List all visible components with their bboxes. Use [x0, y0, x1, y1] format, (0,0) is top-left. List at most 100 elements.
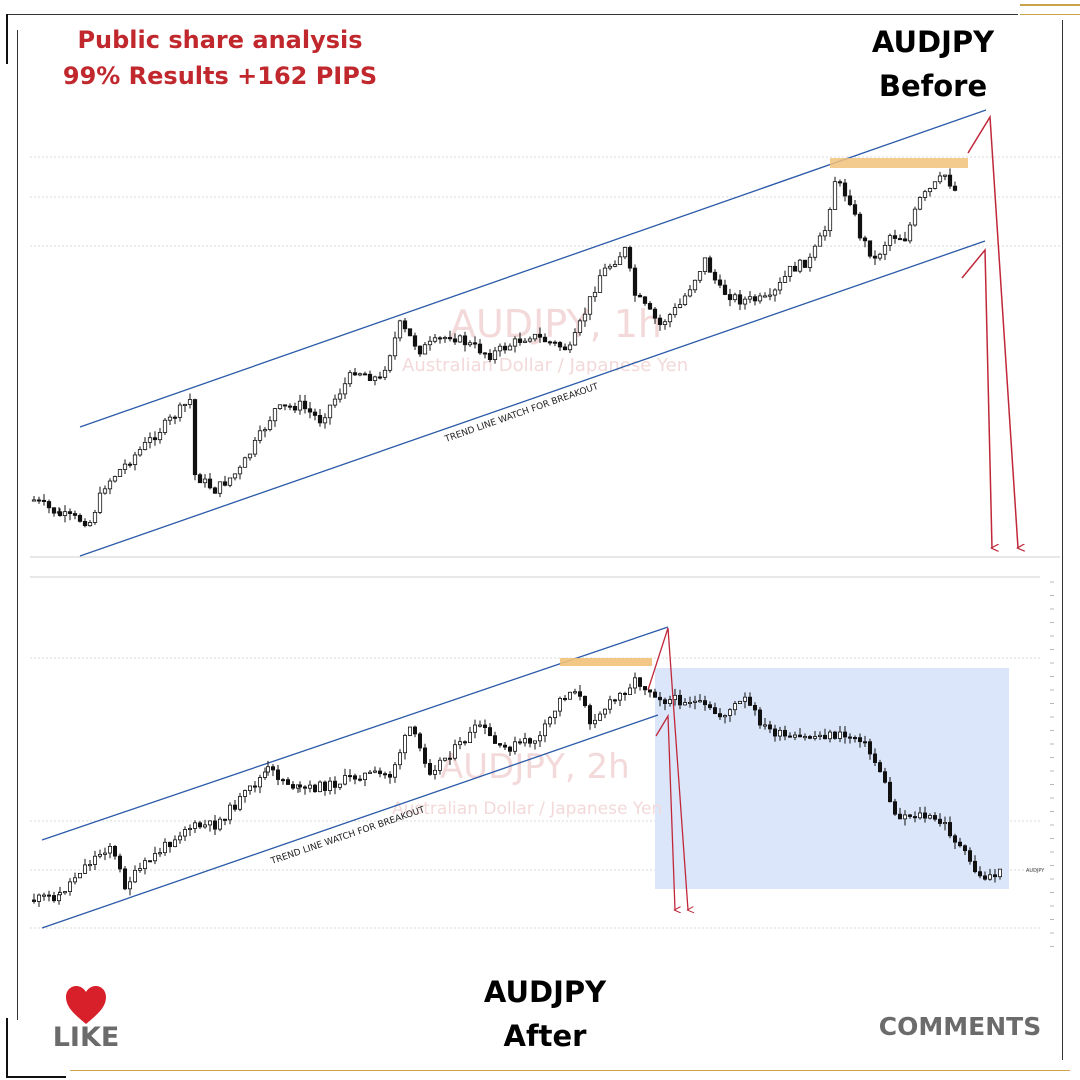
bottom-candle-body [83, 864, 88, 874]
bottom-candle-body [843, 731, 848, 738]
bottom-candle-body [558, 698, 563, 712]
frame-right-line [1062, 20, 1063, 1060]
top-candle-body [857, 213, 863, 239]
bottom-candle-body [162, 841, 167, 854]
top-candle-body [467, 342, 473, 346]
bottom-candle-body [588, 705, 593, 725]
comments-button[interactable]: COMMENTS [878, 1012, 1042, 1041]
bottom-candle-body [422, 747, 427, 764]
bottom-candle-body [467, 731, 472, 743]
bottom-candle-body [382, 773, 387, 776]
bottom-candle-body [513, 741, 518, 752]
bottom-candle-body [407, 726, 412, 736]
top-candle-body [202, 478, 208, 484]
top-arrow-2 [961, 247, 992, 548]
bottom-candle-body [888, 781, 893, 803]
bottom-candle-body [973, 860, 978, 873]
bottom-candle-body [232, 804, 237, 810]
after-label: AUDJPY After [450, 970, 640, 1058]
top-candle-body [892, 235, 898, 239]
bottom-candle-body [533, 740, 538, 744]
top-candle-body [67, 511, 73, 514]
bottom-candles [32, 672, 1003, 907]
bottom-candle-body [823, 734, 828, 740]
bottom-candle-body [68, 881, 73, 892]
bottom-candle-body [312, 784, 317, 793]
bottom-candle-body [322, 781, 327, 791]
top-candle-body [742, 298, 748, 305]
bottom-candle-body [668, 699, 673, 704]
bottom-candle-body [828, 731, 833, 740]
top-candle-body [917, 197, 923, 210]
bottom-candle-body [177, 835, 182, 841]
bottom-candle-body [387, 773, 392, 778]
bottom-candle-body [192, 822, 197, 829]
like-button[interactable]: LIKE [52, 1022, 120, 1053]
bottom-candle-body [342, 775, 347, 785]
bottom-candle-body [583, 695, 588, 707]
top-candle-body [347, 372, 353, 385]
top-candle-body [782, 276, 788, 283]
bottom-candle-body [748, 696, 753, 706]
top-arrow-1 [967, 114, 1018, 548]
bottom-candle-body [948, 822, 953, 837]
top-candle-body [757, 295, 763, 302]
frame-top-left-line [6, 14, 8, 64]
top-candle-body [567, 344, 573, 351]
top-candle-body [232, 473, 238, 479]
top-candle-body [102, 488, 108, 494]
top-candle-body [252, 439, 258, 455]
top-candle-body [57, 511, 63, 517]
bottom-candle-body [57, 894, 62, 902]
bottom-candle-body [242, 790, 247, 797]
bottom-candle-body [452, 744, 457, 759]
bottom-candle-body [673, 694, 678, 701]
bottom-candle-body [37, 894, 42, 902]
top-candle-body [682, 295, 688, 306]
bottom-candle-body [788, 735, 793, 738]
header-line-1: Public share analysis [77, 26, 363, 54]
bottom-candle-body [528, 738, 533, 744]
bottom-candle-body [598, 713, 603, 721]
top-candle-body [647, 303, 653, 310]
top-candle-body [822, 230, 828, 237]
bottom-candle-body [858, 737, 863, 743]
top-candle-body [92, 511, 98, 523]
bottom-candle-body [563, 698, 568, 701]
bottom-candle-body [968, 850, 973, 862]
bottom-candle-body [848, 736, 853, 739]
top-candle-body [817, 235, 823, 247]
bottom-candle-body [482, 724, 487, 728]
top-candle-body [167, 416, 173, 421]
heart-icon[interactable] [64, 984, 108, 1026]
top-candle-body [587, 296, 593, 315]
bottom-candle-body [157, 852, 162, 855]
after-label-symbol: AUDJPY [483, 975, 607, 1009]
top-candle-body [522, 340, 528, 343]
bottom-watermark-symbol: AUDJPY, 2h [440, 747, 630, 787]
bottom-candle-body [728, 709, 733, 716]
top-candle-body [692, 279, 698, 291]
bottom-candle-body [553, 710, 558, 719]
bottom-candle-body [928, 815, 933, 819]
top-candle-body [772, 289, 778, 296]
top-candle-body [377, 376, 383, 379]
bottom-candle-body [913, 816, 918, 819]
bottom-candle-body [327, 780, 332, 791]
bottom-candle-body [538, 735, 543, 742]
bottom-candle-body [933, 815, 938, 820]
bottom-candle-body [290, 784, 295, 789]
top-candle-body [87, 522, 93, 527]
top-candle-body [687, 289, 693, 297]
bottom-candle-body [953, 835, 958, 843]
bottom-result-zone [655, 668, 1009, 889]
bottom-candle-body [357, 778, 362, 781]
top-chart: AUDJPY, 1h Australian Dollar / Japanese … [30, 109, 1060, 560]
before-label: AUDJPY Before [840, 20, 1026, 108]
bottom-candle-body [993, 874, 998, 878]
top-candle-body [572, 332, 578, 346]
bottom-candle-body [217, 818, 222, 830]
bottom-candle-body [172, 839, 177, 848]
bottom-candle-body [507, 746, 512, 752]
top-candle-body [717, 279, 723, 286]
